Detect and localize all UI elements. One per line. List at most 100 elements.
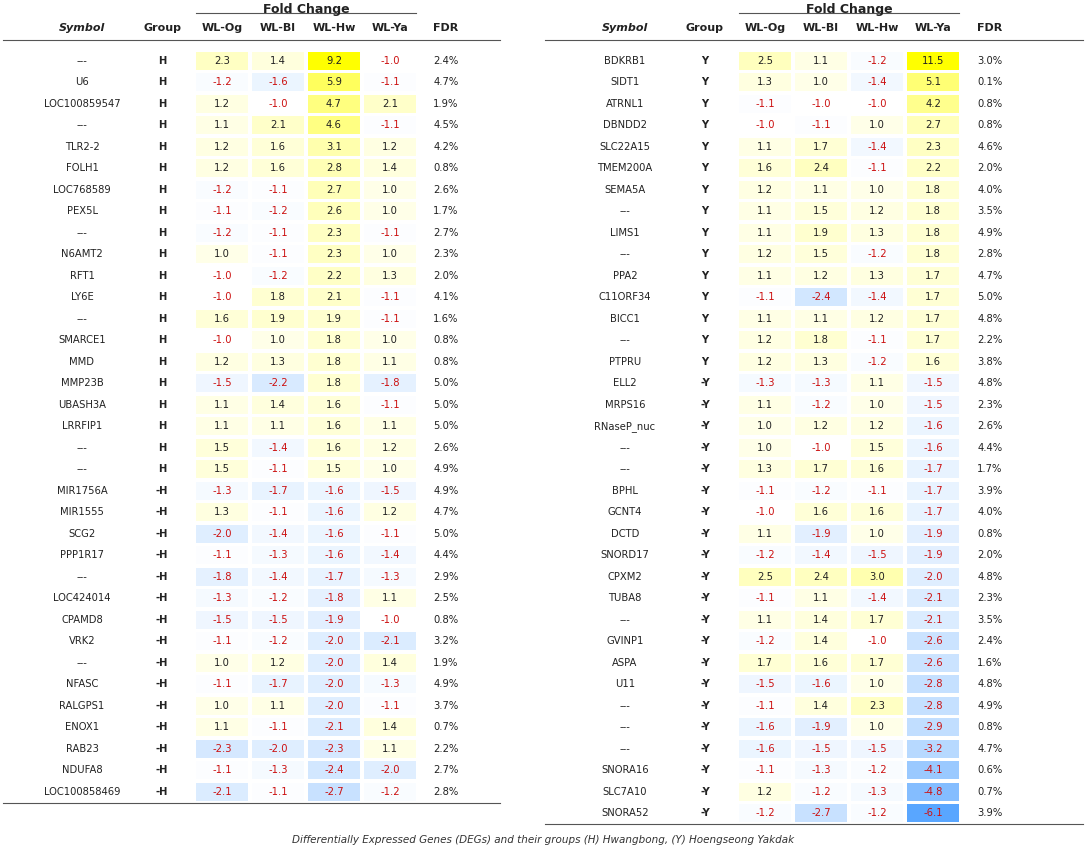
Text: -1.1: -1.1 [212, 207, 231, 216]
Bar [795, 73, 847, 91]
Bar [195, 138, 248, 156]
Bar [364, 374, 416, 392]
Text: 2.2: 2.2 [925, 163, 940, 173]
Bar [308, 246, 359, 264]
Bar [907, 332, 959, 349]
Bar [195, 332, 248, 349]
Text: -Y: -Y [700, 765, 710, 775]
Text: 4.7: 4.7 [326, 99, 342, 109]
Bar [907, 654, 959, 672]
Bar [738, 783, 791, 801]
Bar [738, 568, 791, 586]
Bar [907, 94, 959, 113]
Text: Y: Y [702, 228, 708, 238]
Text: -H: -H [155, 637, 168, 646]
Bar [851, 654, 902, 672]
Bar [308, 159, 359, 178]
Bar [252, 654, 304, 672]
Bar [907, 611, 959, 629]
Text: 1.1: 1.1 [869, 378, 885, 388]
Text: 1.7%: 1.7% [977, 464, 1002, 474]
Bar [907, 267, 959, 285]
Bar [364, 718, 416, 736]
Bar [851, 353, 902, 371]
Text: Y: Y [702, 357, 708, 366]
Bar [252, 611, 304, 629]
Bar [795, 138, 847, 156]
Text: -1.0: -1.0 [380, 615, 400, 625]
Bar [195, 288, 248, 306]
Bar [795, 374, 847, 392]
Text: -2.6: -2.6 [923, 637, 943, 646]
Text: BICC1: BICC1 [610, 314, 640, 324]
Text: LOC100858469: LOC100858469 [43, 787, 121, 796]
Text: -1.0: -1.0 [811, 443, 831, 453]
Text: -1.1: -1.1 [755, 292, 774, 303]
Text: H: H [157, 357, 166, 366]
Text: -1.7: -1.7 [923, 464, 943, 474]
Bar [252, 503, 304, 521]
Text: -1.1: -1.1 [755, 700, 774, 711]
Text: -1.2: -1.2 [868, 765, 887, 775]
Bar [795, 439, 847, 456]
Text: -Y: -Y [700, 443, 710, 453]
Text: -1.9: -1.9 [325, 615, 344, 625]
Text: -1.4: -1.4 [868, 142, 887, 152]
Text: Y: Y [702, 271, 708, 280]
Bar [252, 309, 304, 328]
Text: RFT1: RFT1 [70, 271, 94, 280]
Bar [364, 762, 416, 779]
Bar [738, 439, 791, 456]
Text: 1.2: 1.2 [869, 207, 885, 216]
Text: -3.2: -3.2 [923, 744, 943, 754]
Text: 2.3%: 2.3% [433, 249, 458, 259]
Text: -1.6: -1.6 [755, 722, 774, 732]
Text: Y: Y [702, 163, 708, 173]
Bar [252, 524, 304, 543]
Bar [195, 224, 248, 241]
Text: -1.9: -1.9 [923, 529, 943, 539]
Bar [252, 138, 304, 156]
Text: 1.3: 1.3 [869, 228, 885, 238]
Text: H: H [157, 163, 166, 173]
Text: 1.4: 1.4 [382, 722, 397, 732]
Bar [851, 611, 902, 629]
Text: PTPRU: PTPRU [609, 357, 641, 366]
Text: 1.0: 1.0 [869, 722, 885, 732]
Text: -1.6: -1.6 [325, 529, 344, 539]
Text: -2.0: -2.0 [268, 744, 288, 754]
Text: 4.2%: 4.2% [433, 142, 458, 152]
Text: 2.0%: 2.0% [977, 550, 1002, 560]
Text: 5.0%: 5.0% [977, 292, 1002, 303]
Text: -2.0: -2.0 [923, 572, 943, 581]
Text: Y: Y [702, 99, 708, 109]
Text: LOC768589: LOC768589 [53, 184, 111, 195]
Text: 0.8%: 0.8% [433, 357, 458, 366]
Bar [738, 589, 791, 607]
Text: 1.6: 1.6 [925, 357, 940, 366]
Text: MIR1756A: MIR1756A [56, 485, 108, 496]
Text: -1.0: -1.0 [212, 271, 231, 280]
Text: -1.6: -1.6 [325, 550, 344, 560]
Text: 1.2: 1.2 [214, 142, 230, 152]
Text: NDUFA8: NDUFA8 [62, 765, 102, 775]
Text: H: H [157, 77, 166, 88]
Bar [252, 783, 304, 801]
Text: -1.1: -1.1 [755, 99, 774, 109]
Bar [252, 159, 304, 178]
Text: -1.2: -1.2 [755, 808, 774, 819]
Bar [738, 611, 791, 629]
Text: 1.0: 1.0 [214, 700, 230, 711]
Text: 1.0: 1.0 [757, 443, 773, 453]
Text: Fold Change: Fold Change [263, 3, 350, 15]
Text: 2.1: 2.1 [326, 292, 342, 303]
Bar [252, 288, 304, 306]
Bar [195, 181, 248, 199]
Bar [308, 181, 359, 199]
Text: TUBA8: TUBA8 [608, 593, 642, 604]
Text: 4.7%: 4.7% [977, 271, 1002, 280]
Text: -Y: -Y [700, 378, 710, 388]
Text: -1.2: -1.2 [811, 787, 831, 796]
Text: 1.6: 1.6 [869, 464, 885, 474]
Bar [851, 632, 902, 650]
